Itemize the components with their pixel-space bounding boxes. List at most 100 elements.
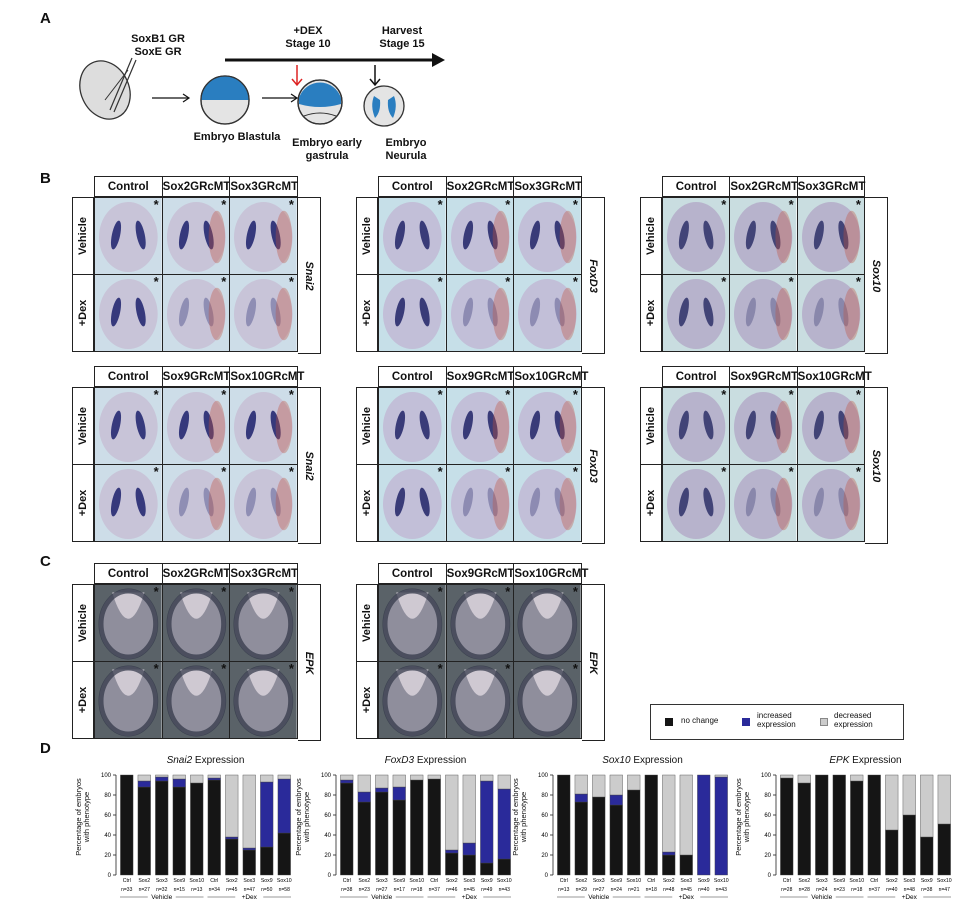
column-header: Control	[94, 563, 163, 584]
bar-segment-decreased	[902, 774, 916, 816]
embryo-cell: *	[662, 274, 731, 352]
significance-asterisk: *	[153, 661, 159, 676]
embryo-cell: *	[662, 464, 731, 542]
embryo-image	[95, 388, 162, 464]
n-label: n=37	[869, 887, 880, 893]
significance-asterisk: *	[572, 464, 578, 479]
n-label: n=38	[921, 887, 932, 893]
embryo-image	[230, 465, 297, 541]
significance-asterisk: *	[437, 661, 443, 676]
significance-asterisk: *	[221, 464, 227, 479]
column-header: Sox9GRcMT	[729, 366, 798, 387]
bar-segment-decreased	[427, 774, 441, 780]
gene-label: EPK	[298, 584, 321, 741]
embryo-cell: *	[161, 387, 231, 465]
x-tick-label: Sox2	[446, 878, 458, 884]
y-tick-label: 80	[324, 793, 331, 799]
y-tick-label: 80	[541, 793, 548, 799]
bar-segment-no-change	[190, 782, 204, 876]
bar-segment-decreased	[937, 774, 951, 825]
column-header: Sox3GRcMT	[229, 176, 298, 197]
embryo-image	[446, 662, 514, 738]
embryo-cell: *	[161, 464, 231, 542]
significance-asterisk: *	[721, 197, 727, 212]
column-header: Sox10GRcMT	[513, 366, 588, 387]
embryo-image	[797, 388, 864, 464]
bar-segment-no-change	[850, 780, 864, 876]
embryo-cell: *	[729, 464, 798, 542]
row-label: +Dex	[356, 661, 378, 739]
row-label-text: +Dex	[645, 489, 657, 517]
significance-asterisk: *	[505, 274, 511, 289]
x-tick-label: Sox3	[463, 878, 475, 884]
y-tick-label: 40	[541, 833, 548, 839]
embryo-cell: *	[796, 274, 865, 352]
y-tick-label: 60	[324, 813, 331, 819]
n-label: n=21	[628, 887, 639, 893]
embryo-image	[514, 585, 581, 661]
n-label: n=28	[799, 887, 810, 893]
group-label: +Dex	[679, 894, 695, 901]
embryo-cell: *	[729, 274, 798, 352]
embryo-image	[162, 198, 230, 274]
n-label: n=45	[464, 887, 475, 893]
y-tick-label: 0	[768, 873, 772, 879]
bar-segment-no-change	[242, 849, 256, 876]
legend-swatch-no-change	[665, 718, 673, 726]
column-header: Control	[662, 176, 731, 197]
y-tick-label: 100	[538, 773, 549, 779]
row-label: +Dex	[356, 274, 378, 352]
row-label-text: Vehicle	[77, 604, 89, 642]
y-tick-label: 100	[101, 773, 112, 779]
embryo-image	[230, 585, 297, 661]
row-label: +Dex	[72, 661, 94, 739]
row-label-text: +Dex	[361, 686, 373, 714]
y-tick-label: 0	[108, 873, 112, 879]
legend-swatch-increased	[742, 718, 750, 726]
significance-asterisk: *	[153, 274, 159, 289]
bar-segment-decreased	[172, 774, 186, 780]
column-header: Control	[94, 366, 163, 387]
n-label: n=28	[781, 887, 792, 893]
row-label-text: +Dex	[645, 299, 657, 327]
column-header: Sox2GRcMT	[161, 176, 230, 197]
bar-segment-no-change	[627, 789, 641, 876]
bar-segment-no-change	[137, 786, 151, 876]
n-label: n=38	[341, 887, 352, 893]
bar-segment-no-change	[375, 791, 389, 876]
embryo-image	[162, 465, 230, 541]
bar-segment-increased	[662, 851, 676, 856]
row-label: +Dex	[640, 464, 662, 542]
embryo-image	[379, 388, 446, 464]
bar-segment-increased	[392, 786, 406, 801]
panel-label-c: C	[40, 553, 51, 570]
gene-label: Sox10	[865, 197, 888, 354]
bar-segment-no-change	[410, 779, 424, 876]
n-label: n=23	[834, 887, 845, 893]
embryo-cell: *	[378, 387, 447, 465]
x-tick-label: Sox10	[497, 878, 512, 884]
row-label-text: Vehicle	[77, 407, 89, 445]
gene-label-text: EPK	[303, 651, 315, 674]
embryo-cell: *	[94, 197, 163, 275]
bar-segment-decreased	[340, 774, 354, 781]
bar-segment-no-change	[120, 774, 134, 876]
embryo-image	[797, 465, 864, 541]
embryo-image	[446, 198, 514, 274]
bar-segment-increased	[155, 776, 169, 782]
significance-asterisk: *	[572, 387, 578, 402]
n-label: n=46	[446, 887, 457, 893]
bar-segment-decreased	[410, 774, 424, 781]
bar-segment-increased	[340, 779, 354, 784]
embryo-image	[797, 198, 864, 274]
chart-title-gene: EPK	[829, 755, 850, 766]
significance-asterisk: *	[437, 584, 443, 599]
n-label: n=37	[429, 887, 440, 893]
bar-segment-decreased	[155, 774, 169, 778]
embryo-cell: *	[513, 661, 582, 739]
embryo-cell: *	[445, 197, 515, 275]
row-label: Vehicle	[72, 387, 94, 465]
x-tick-label: Sox2	[886, 878, 898, 884]
significance-asterisk: *	[721, 464, 727, 479]
bar-segment-no-change	[609, 804, 623, 876]
